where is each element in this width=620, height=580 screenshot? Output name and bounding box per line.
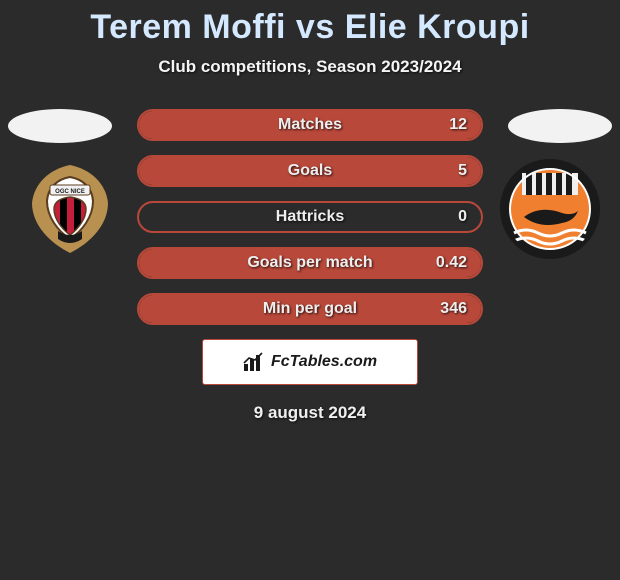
stat-row-hattricks: Hattricks 0: [137, 201, 483, 233]
stat-row-matches: Matches 12: [137, 109, 483, 141]
stat-value: 5: [458, 162, 467, 180]
club-badge-left: OGC NICE: [20, 159, 120, 259]
club-badge-right: [500, 159, 600, 259]
stat-label: Goals: [288, 162, 332, 180]
stat-label: Matches: [278, 116, 342, 134]
stat-label: Hattricks: [276, 208, 344, 226]
bar-chart-icon: [243, 352, 265, 372]
stat-value: 346: [440, 300, 467, 318]
stat-value: 0: [458, 208, 467, 226]
stat-row-goals-per-match: Goals per match 0.42: [137, 247, 483, 279]
player-right-placeholder: [508, 109, 612, 143]
brand-text: FcTables.com: [271, 353, 377, 371]
stat-value: 12: [449, 116, 467, 134]
page-title: Terem Moffi vs Elie Kroupi: [0, 0, 620, 47]
stat-value: 0.42: [436, 254, 467, 272]
svg-text:OGC NICE: OGC NICE: [55, 189, 85, 195]
comparison-panel: OGC NICE: [0, 109, 620, 423]
player-left-placeholder: [8, 109, 112, 143]
stat-row-min-per-goal: Мin per goal 346: [137, 293, 483, 325]
stat-rows: Matches 12 Goals 5 Hattricks 0 Goals per…: [137, 109, 483, 325]
stat-row-goals: Goals 5: [137, 155, 483, 187]
brand-box: FcTables.com: [202, 339, 418, 385]
subtitle: Club competitions, Season 2023/2024: [0, 57, 620, 77]
ogc-nice-icon: OGC NICE: [20, 159, 120, 259]
stat-label: Мin per goal: [263, 300, 357, 318]
fc-lorient-icon: [500, 159, 600, 259]
date-text: 9 august 2024: [0, 403, 620, 423]
stat-label: Goals per match: [247, 254, 372, 272]
